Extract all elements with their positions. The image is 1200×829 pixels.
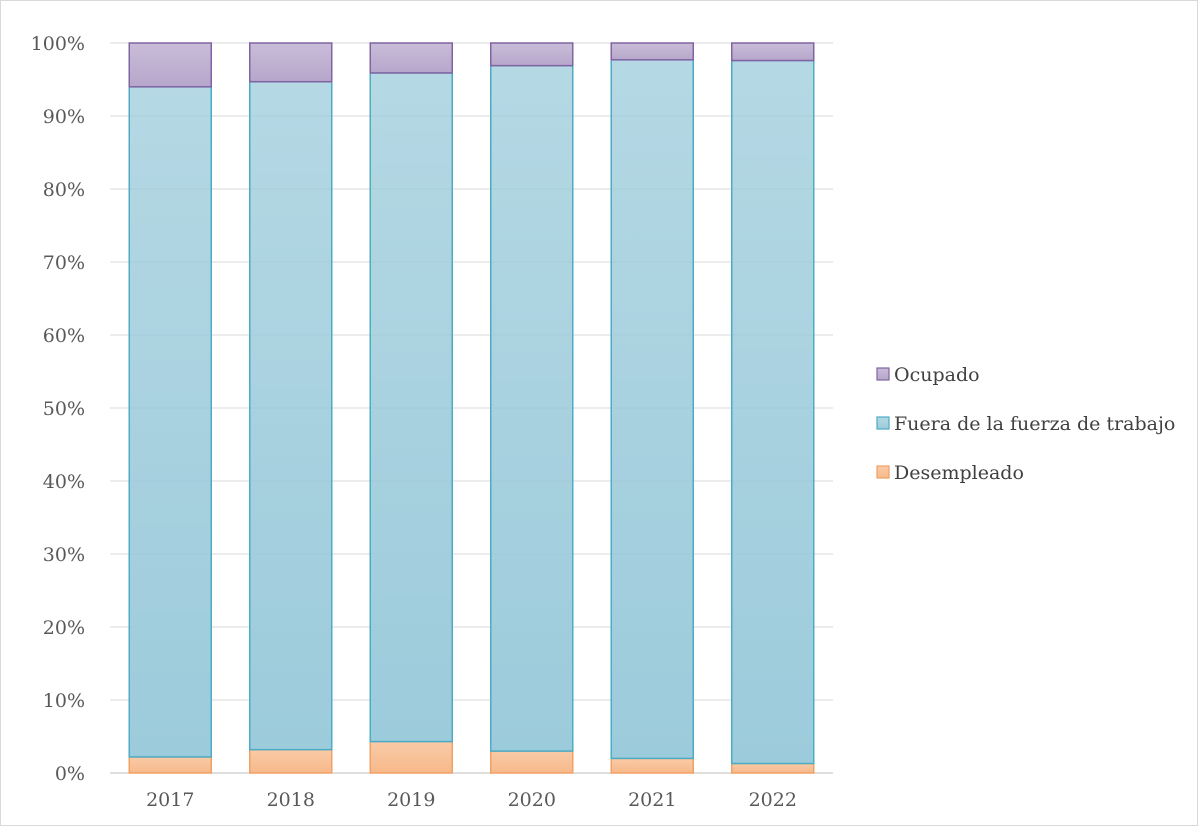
bar-desempleado-2017 <box>128 756 212 774</box>
x-tick-label: 2020 <box>508 789 556 811</box>
x-tick-label: 2022 <box>749 789 797 811</box>
y-tick-label: 30% <box>43 544 85 566</box>
legend: Ocupado Fuera de la fuerza de trabajo Dese… <box>876 364 1175 484</box>
bar-desempleado-2021 <box>610 757 694 774</box>
y-tick-label: 20% <box>43 617 85 639</box>
y-tick-label: 10% <box>43 690 85 712</box>
bar-ocupado-2019 <box>369 42 453 74</box>
bar-fuera-de-la-fuerza-de-trabajo-2022 <box>731 59 815 765</box>
legend-swatch-desempleado <box>876 465 890 479</box>
x-axis-tick-labels: 2017 2018 2019 2020 2021 2022 <box>146 789 797 811</box>
bar-ocupado-2022 <box>731 42 815 62</box>
y-tick-label: 70% <box>43 252 85 274</box>
legend-swatch-ocupado <box>876 367 890 381</box>
x-tick-label: 2021 <box>628 789 676 811</box>
bar-desempleado-2022 <box>731 762 815 774</box>
y-tick-label: 90% <box>43 106 85 128</box>
bar-ocupado-2020 <box>490 42 574 67</box>
x-tick-label: 2018 <box>267 789 315 811</box>
y-tick-label: 0% <box>55 763 85 785</box>
bar-ocupado-2018 <box>249 42 333 83</box>
y-tick-label: 50% <box>43 398 85 420</box>
gridlines <box>110 42 833 774</box>
y-tick-label: 40% <box>43 471 85 493</box>
y-tick-label: 80% <box>43 179 85 201</box>
bar-ocupado-2017 <box>128 42 212 88</box>
legend-swatch-fuera-de-la-fuerza-de-trabajo <box>876 416 890 430</box>
bar-ocupado-2021 <box>610 42 694 61</box>
legend-label: Desempleado <box>894 462 1024 484</box>
legend-label: Fuera de la fuerza de trabajo <box>894 413 1175 435</box>
bar-fuera-de-la-fuerza-de-trabajo-2021 <box>610 59 694 760</box>
bar-fuera-de-la-fuerza-de-trabajo-2018 <box>249 80 333 751</box>
bar-fuera-de-la-fuerza-de-trabajo-2019 <box>369 72 453 743</box>
bar-fuera-de-la-fuerza-de-trabajo-2017 <box>128 86 212 758</box>
legend-label: Ocupado <box>894 364 980 386</box>
bars <box>128 42 815 774</box>
y-tick-label: 60% <box>43 325 85 347</box>
bar-fuera-de-la-fuerza-de-trabajo-2020 <box>490 64 574 752</box>
bar-desempleado-2018 <box>249 748 333 774</box>
bar-desempleado-2020 <box>490 750 574 774</box>
x-tick-label: 2019 <box>387 789 435 811</box>
x-tick-label: 2017 <box>146 789 194 811</box>
y-axis-tick-labels: 0% 10% 20% 30% 40% 50% 60% 70% 80% 90% 100% <box>31 33 85 785</box>
bar-desempleado-2019 <box>369 740 453 774</box>
y-tick-label: 100% <box>31 33 85 55</box>
